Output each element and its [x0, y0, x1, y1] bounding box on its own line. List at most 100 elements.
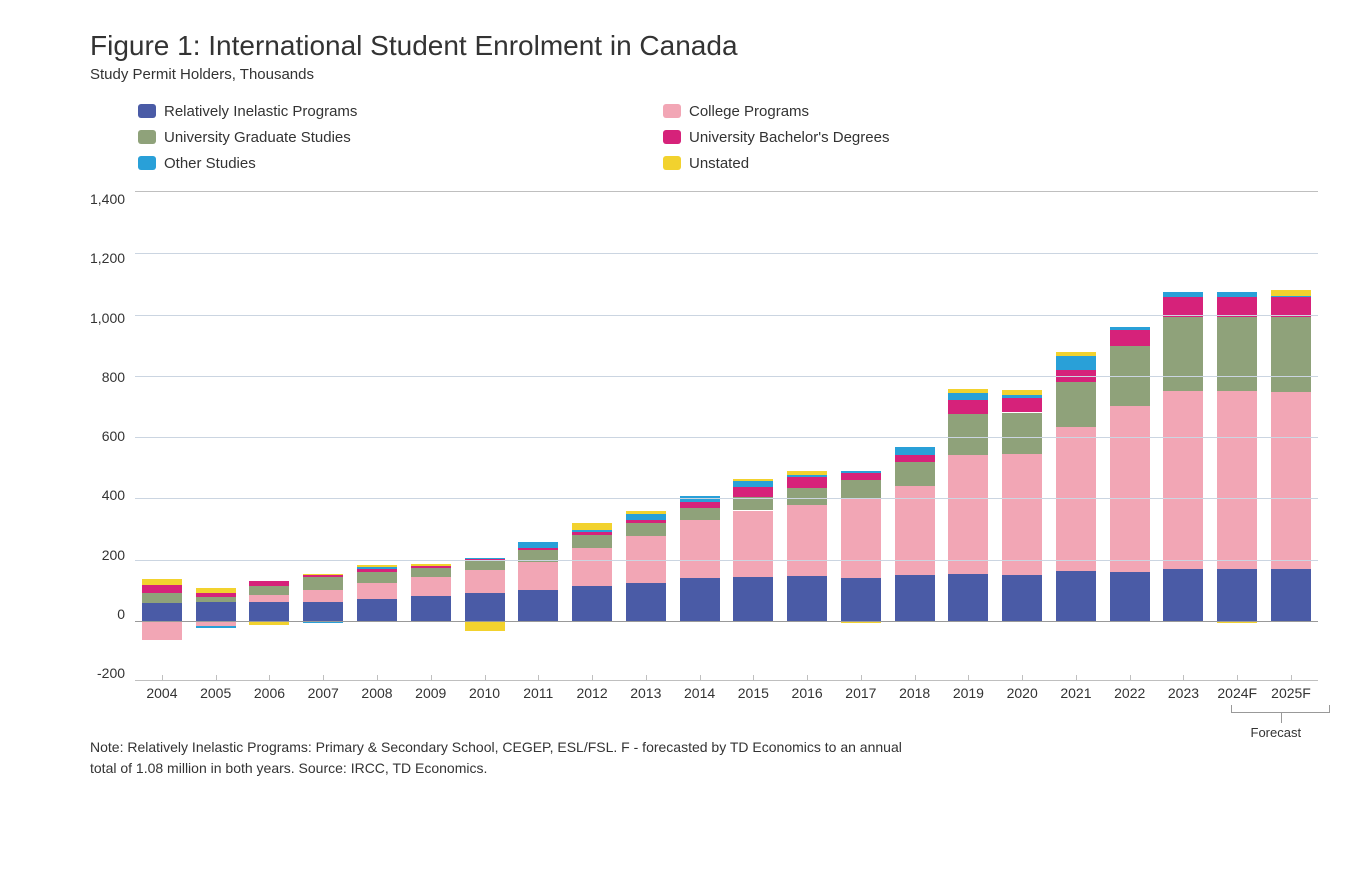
- bar-slot: [135, 192, 189, 680]
- bar-segment-college: [303, 590, 343, 602]
- bar-segment-college: [465, 570, 505, 593]
- bar-segment-inelastic: [465, 593, 505, 621]
- bar-segment-inelastic: [303, 602, 343, 621]
- legend-item: Relatively Inelastic Programs: [138, 101, 663, 121]
- bar-stack: [1271, 192, 1311, 680]
- bar-segment-ubach: [733, 487, 773, 497]
- bar-segment-college: [733, 511, 773, 577]
- forecast-label: Forecast: [1251, 725, 1302, 740]
- legend-label: University Graduate Studies: [164, 129, 351, 146]
- legend-swatch: [663, 130, 681, 144]
- bar-stack: [142, 192, 182, 680]
- bar-segment-inelastic: [626, 583, 666, 620]
- legend-label: College Programs: [689, 103, 809, 120]
- chart-area: 1,4001,2001,0008006004002000-200 2004200…: [90, 191, 1318, 779]
- bar-segment-unstated: [142, 579, 182, 585]
- y-tick-label: 0: [117, 606, 125, 622]
- bar-segment-unstated: [733, 479, 773, 481]
- legend-label: University Bachelor's Degrees: [689, 129, 889, 146]
- bar-segment-college: [357, 583, 397, 600]
- bar-segment-inelastic: [841, 578, 881, 620]
- x-tick-label: 2019: [942, 681, 996, 701]
- bar-segment-ugrad: [1271, 317, 1311, 392]
- bar-slot: [619, 192, 673, 680]
- legend-item: University Bachelor's Degrees: [663, 127, 1188, 147]
- bar-stack: [303, 192, 343, 680]
- figure-container: Figure 1: International Student Enrolmen…: [0, 0, 1358, 886]
- x-tick-label: 2020: [995, 681, 1049, 701]
- legend-label: Relatively Inelastic Programs: [164, 103, 357, 120]
- bar-segment-ugrad: [572, 535, 612, 548]
- bar-slot: [350, 192, 404, 680]
- bar-segment-other: [1271, 296, 1311, 297]
- bar-segment-other: [196, 626, 236, 628]
- bar-segment-unstated: [357, 565, 397, 567]
- bar-stack: [948, 192, 988, 680]
- caption-line: total of 1.08 million in both years. Sou…: [90, 758, 1318, 779]
- bar-slot: [780, 192, 834, 680]
- x-tick-label: 2008: [350, 681, 404, 701]
- bar-segment-other: [895, 447, 935, 456]
- x-tick-label: 2009: [404, 681, 458, 701]
- bar-stack: [680, 192, 720, 680]
- bar-segment-unstated: [465, 621, 505, 631]
- legend-item: Other Studies: [138, 153, 663, 173]
- legend-label: Other Studies: [164, 155, 256, 172]
- bar-segment-college: [1217, 391, 1257, 569]
- bar-slot: [888, 192, 942, 680]
- bar-segment-college: [572, 548, 612, 587]
- bar-stack: [411, 192, 451, 680]
- bar-segment-college: [841, 499, 881, 578]
- bar-segment-ubach: [196, 593, 236, 597]
- legend-item: College Programs: [663, 101, 1188, 121]
- bar-slot: [942, 192, 996, 680]
- legend-swatch: [138, 130, 156, 144]
- bar-slot: [673, 192, 727, 680]
- y-tick-label: -200: [97, 665, 125, 681]
- caption-line: Note: Relatively Inelastic Programs: Pri…: [90, 737, 1318, 758]
- bar-segment-other: [357, 567, 397, 569]
- x-tick-label: 2012: [565, 681, 619, 701]
- bar-stack: [1002, 192, 1042, 680]
- chart-title: Figure 1: International Student Enrolmen…: [90, 30, 1318, 62]
- bar-segment-ubach: [1002, 398, 1042, 413]
- y-tick-label: 1,400: [90, 191, 125, 207]
- gridline: [135, 315, 1318, 316]
- bar-segment-ubach: [572, 532, 612, 535]
- legend-item: University Graduate Studies: [138, 127, 663, 147]
- bar-segment-ugrad: [626, 523, 666, 535]
- bar-segment-ugrad: [680, 508, 720, 520]
- bar-segment-ugrad: [196, 597, 236, 603]
- bar-segment-other: [1163, 292, 1203, 296]
- bar-slot: [296, 192, 350, 680]
- bar-stack: [841, 192, 881, 680]
- bar-slot: [834, 192, 888, 680]
- bar-segment-ubach: [411, 566, 451, 568]
- x-tick-label: 2010: [458, 681, 512, 701]
- bar-segment-other: [948, 393, 988, 400]
- bar-stack: [787, 192, 827, 680]
- legend: Relatively Inelastic Programs University …: [138, 101, 1188, 179]
- legend-swatch: [138, 104, 156, 118]
- bar-slot: [995, 192, 1049, 680]
- bar-segment-inelastic: [1217, 569, 1257, 621]
- bar-segment-other: [626, 514, 666, 520]
- bar-segment-other: [787, 475, 827, 477]
- bar-segment-ubach: [249, 581, 289, 587]
- bar-segment-inelastic: [1056, 571, 1096, 621]
- bar-segment-ugrad: [1056, 382, 1096, 427]
- bar-segment-ugrad: [357, 572, 397, 583]
- y-tick-label: 400: [102, 487, 125, 503]
- legend-swatch: [663, 156, 681, 170]
- gridline: [135, 498, 1318, 499]
- x-tick-label: 2014: [673, 681, 727, 701]
- bar-segment-other: [1217, 292, 1257, 296]
- bar-segment-ugrad: [787, 488, 827, 505]
- gridline: [135, 376, 1318, 377]
- bar-segment-ugrad: [841, 480, 881, 499]
- bar-segment-ubach: [357, 569, 397, 571]
- y-tick-label: 200: [102, 547, 125, 563]
- x-tick-label: 2023: [1157, 681, 1211, 701]
- bar-segment-inelastic: [357, 599, 397, 620]
- legend-label: Unstated: [689, 155, 749, 172]
